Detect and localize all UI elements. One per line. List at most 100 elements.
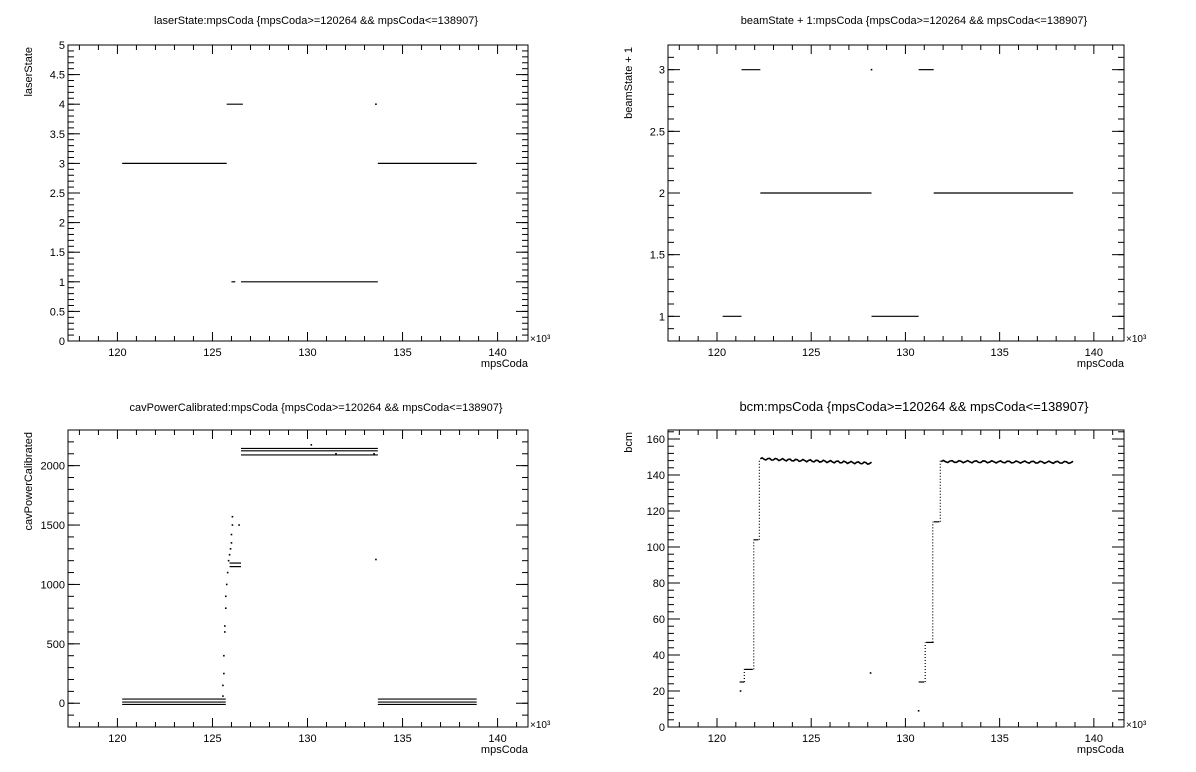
- plot-panel-1: laserState:mpsCoda {mpsCoda>=120264 && m…: [23, 15, 551, 370]
- data-point: [869, 672, 872, 674]
- x-axis-label: mpsCoda: [1077, 744, 1125, 756]
- data-point: [223, 654, 225, 657]
- plot-panel-4: bcm:mpsCoda {mpsCoda>=120264 && mpsCoda<…: [623, 399, 1147, 756]
- y-tick-label: 2: [59, 218, 65, 230]
- data-point: [222, 684, 224, 687]
- x-tick-label: 120: [708, 347, 726, 359]
- data-point: [739, 690, 742, 692]
- chart-title: bcm:mpsCoda {mpsCoda>=120264 && mpsCoda<…: [739, 399, 1089, 414]
- y-tick-label: 2.5: [650, 126, 665, 138]
- y-tick-label: 2: [659, 188, 665, 200]
- data-point: [375, 558, 377, 561]
- data-point: [230, 542, 233, 544]
- y-axis-label: cavPowerCalibrated: [23, 432, 35, 530]
- y-tick-label: 500: [47, 639, 65, 651]
- y-tick-label: 3.5: [50, 129, 65, 141]
- y-tick-label: 5: [59, 40, 65, 52]
- x-tick-label: 135: [990, 347, 1008, 359]
- data-point: [222, 695, 224, 697]
- y-tick-label: 2.5: [50, 188, 65, 200]
- y-tick-label: 2000: [41, 461, 65, 473]
- x-tick-label: 125: [802, 347, 820, 359]
- plot-frame: [67, 429, 529, 728]
- data-point: [870, 68, 873, 71]
- x-tick-label: 140: [488, 733, 506, 745]
- y-tick-label: 40: [653, 650, 665, 662]
- x-tick-label: 135: [393, 347, 411, 359]
- chart-title: laserState:mpsCoda {mpsCoda>=120264 && m…: [154, 15, 478, 27]
- data-point: [917, 710, 920, 712]
- x-tick-label: 140: [1085, 347, 1103, 359]
- y-axis-label: beamState + 1: [623, 47, 635, 119]
- x-tick-label: 125: [203, 347, 221, 359]
- y-tick-label: 1: [659, 311, 665, 323]
- plot-panel-3: cavPowerCalibrated:mpsCoda {mpsCoda>=120…: [23, 402, 551, 756]
- x-tick-label: 130: [896, 347, 914, 359]
- chart-title: beamState + 1:mpsCoda {mpsCoda>=120264 &…: [741, 15, 1088, 27]
- data-point: [231, 524, 234, 526]
- x-axis-exponent: ×10³: [1126, 720, 1147, 731]
- y-axis-label: bcm: [623, 432, 635, 453]
- y-tick-label: 3: [59, 158, 65, 170]
- data-point: [335, 452, 337, 455]
- data-point: [229, 548, 232, 550]
- x-axis-exponent: ×10³: [1126, 334, 1147, 345]
- y-tick-label: 60: [653, 614, 665, 626]
- data-point: [230, 533, 233, 536]
- y-tick-label: 1500: [41, 520, 65, 532]
- data-point: [238, 524, 240, 526]
- data-trace: [759, 456, 872, 466]
- x-tick-label: 135: [393, 733, 411, 745]
- x-tick-label: 130: [896, 733, 914, 745]
- x-axis-label: mpsCoda: [481, 358, 529, 370]
- x-tick-label: 125: [203, 733, 221, 745]
- plot-frame: [67, 44, 529, 342]
- y-tick-label: 1000: [41, 579, 65, 591]
- y-tick-label: 4: [59, 99, 65, 111]
- y-tick-label: 1.5: [50, 247, 65, 259]
- data-point: [310, 444, 313, 446]
- y-tick-label: 0: [59, 336, 65, 348]
- y-tick-label: 100: [647, 542, 665, 554]
- y-tick-label: 160: [647, 434, 665, 446]
- data-point: [223, 672, 225, 675]
- x-axis-label: mpsCoda: [1077, 358, 1125, 370]
- y-tick-label: 4.5: [50, 70, 65, 82]
- x-tick-label: 120: [108, 347, 126, 359]
- chart-title: cavPowerCalibrated:mpsCoda {mpsCoda>=120…: [129, 402, 502, 414]
- data-point: [224, 607, 227, 609]
- x-tick-label: 130: [298, 347, 316, 359]
- x-tick-label: 130: [298, 733, 316, 745]
- y-tick-label: 0: [59, 698, 65, 710]
- data-point: [375, 103, 377, 105]
- data-point: [226, 571, 229, 574]
- x-tick-label: 125: [802, 733, 820, 745]
- x-tick-label: 140: [488, 347, 506, 359]
- x-axis-exponent: ×10³: [530, 720, 551, 731]
- y-tick-label: 1.5: [650, 250, 665, 262]
- x-axis-label: mpsCoda: [481, 744, 529, 756]
- plot-frame: [667, 429, 1125, 728]
- data-point: [227, 559, 230, 562]
- y-tick-label: 80: [653, 578, 665, 590]
- data-point: [225, 583, 228, 586]
- y-axis-label: laserState: [23, 47, 35, 97]
- data-point: [224, 625, 226, 627]
- x-tick-label: 140: [1085, 733, 1103, 745]
- y-tick-label: 0.5: [50, 306, 65, 318]
- y-tick-label: 0: [659, 722, 665, 734]
- data-point: [231, 515, 234, 518]
- y-tick-label: 1: [59, 277, 65, 289]
- y-tick-label: 120: [647, 506, 665, 518]
- plot-panel-2: beamState + 1:mpsCoda {mpsCoda>=120264 &…: [623, 15, 1147, 370]
- x-axis-exponent: ×10³: [530, 334, 551, 345]
- x-tick-label: 120: [108, 733, 126, 745]
- data-point: [224, 631, 226, 633]
- data-point: [373, 452, 375, 455]
- x-tick-label: 120: [708, 733, 726, 745]
- y-tick-label: 3: [659, 65, 665, 77]
- data-point: [224, 595, 227, 598]
- y-tick-label: 140: [647, 470, 665, 482]
- y-tick-label: 20: [653, 686, 665, 698]
